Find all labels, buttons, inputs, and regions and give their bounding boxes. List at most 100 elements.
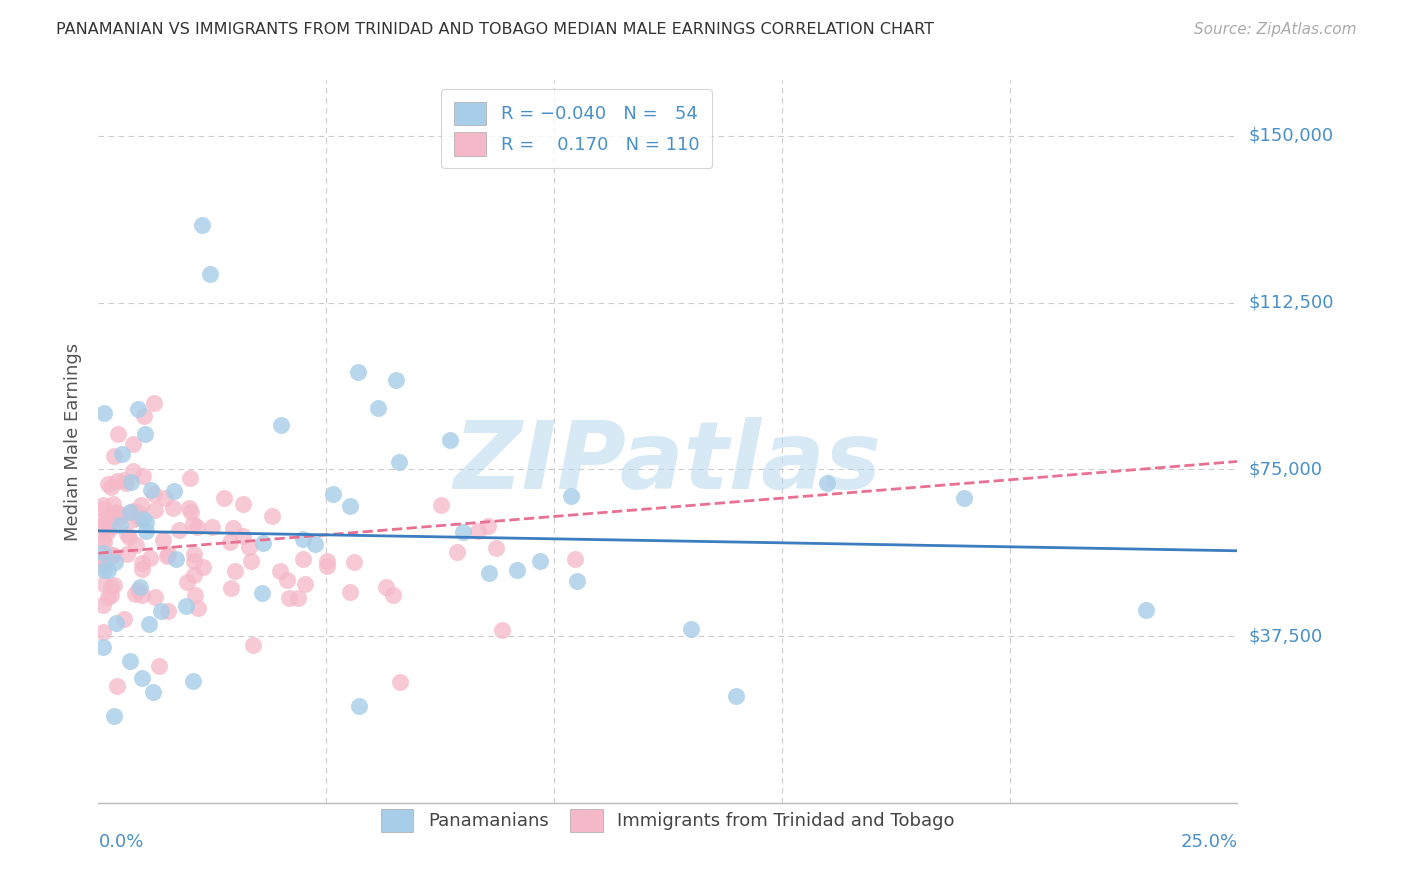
Point: [183, 547, 205, 561]
Point: [187, 601, 209, 615]
Point: [180, 505, 202, 519]
Legend: Panamanians, Immigrants from Trinidad and Tobago: Panamanians, Immigrants from Trinidad an…: [368, 796, 967, 845]
Point: [131, 588, 153, 602]
Text: Source: ZipAtlas.com: Source: ZipAtlas.com: [1194, 22, 1357, 37]
Point: [560, 489, 582, 503]
Point: [529, 554, 551, 568]
Point: [260, 509, 283, 524]
Point: [287, 591, 309, 605]
Point: [176, 574, 198, 589]
Point: [506, 563, 529, 577]
Point: [91, 640, 114, 654]
Point: [143, 502, 166, 516]
Point: [115, 476, 138, 491]
Point: [101, 520, 124, 534]
Point: [343, 556, 366, 570]
Point: [181, 516, 204, 531]
Point: [439, 434, 461, 448]
Point: [679, 622, 702, 636]
Point: [135, 515, 157, 529]
Point: [347, 364, 370, 378]
Point: [467, 524, 489, 538]
Text: $112,500: $112,500: [1249, 293, 1334, 311]
Point: [117, 548, 139, 562]
Point: [167, 523, 190, 537]
Point: [128, 510, 150, 524]
Point: [191, 560, 214, 574]
Point: [108, 510, 131, 524]
Point: [91, 552, 114, 566]
Point: [93, 552, 115, 566]
Point: [131, 556, 153, 570]
Point: [269, 564, 291, 578]
Point: [484, 541, 506, 555]
Point: [201, 520, 224, 534]
Point: [91, 598, 114, 612]
Point: [93, 577, 115, 591]
Point: [224, 564, 246, 578]
Point: [339, 499, 361, 513]
Point: [103, 578, 125, 592]
Point: [107, 426, 129, 441]
Point: [142, 684, 165, 698]
Point: [374, 580, 396, 594]
Point: [128, 580, 150, 594]
Point: [277, 591, 299, 606]
Point: [138, 617, 160, 632]
Point: [107, 506, 129, 520]
Point: [112, 612, 135, 626]
Point: [91, 502, 114, 516]
Point: [232, 529, 254, 543]
Point: [222, 521, 245, 535]
Point: [347, 698, 370, 713]
Point: [93, 521, 115, 535]
Point: [252, 535, 274, 549]
Point: [429, 499, 451, 513]
Point: [148, 658, 170, 673]
Text: PANAMANIAN VS IMMIGRANTS FROM TRINIDAD AND TOBAGO MEDIAN MALE EARNINGS CORRELATI: PANAMANIAN VS IMMIGRANTS FROM TRINIDAD A…: [56, 22, 934, 37]
Point: [100, 580, 122, 594]
Point: [91, 558, 114, 573]
Point: [120, 505, 142, 519]
Point: [108, 517, 131, 532]
Point: [121, 464, 143, 478]
Point: [128, 506, 150, 520]
Point: [135, 524, 157, 539]
Point: [97, 508, 120, 523]
Point: [104, 556, 127, 570]
Point: [132, 512, 155, 526]
Point: [389, 675, 412, 690]
Point: [103, 449, 125, 463]
Point: [478, 566, 501, 580]
Point: [316, 558, 339, 573]
Point: [132, 409, 155, 423]
Point: [103, 708, 125, 723]
Point: [219, 581, 242, 595]
Point: [150, 604, 173, 618]
Point: [322, 487, 344, 501]
Point: [111, 447, 134, 461]
Point: [122, 437, 145, 451]
Point: [212, 491, 235, 505]
Point: [165, 552, 187, 566]
Point: [155, 491, 177, 505]
Point: [252, 586, 274, 600]
Point: [143, 395, 166, 409]
Point: [143, 590, 166, 604]
Point: [232, 497, 254, 511]
Point: [122, 512, 145, 526]
Point: [174, 599, 197, 613]
Point: [105, 615, 128, 630]
Point: [339, 585, 361, 599]
Point: [93, 406, 115, 420]
Point: [91, 513, 114, 527]
Point: [177, 500, 200, 515]
Point: [91, 498, 114, 512]
Point: [129, 498, 152, 512]
Point: [100, 588, 122, 602]
Point: [183, 567, 205, 582]
Point: [564, 551, 586, 566]
Point: [191, 218, 214, 232]
Point: [156, 549, 179, 564]
Point: [97, 563, 120, 577]
